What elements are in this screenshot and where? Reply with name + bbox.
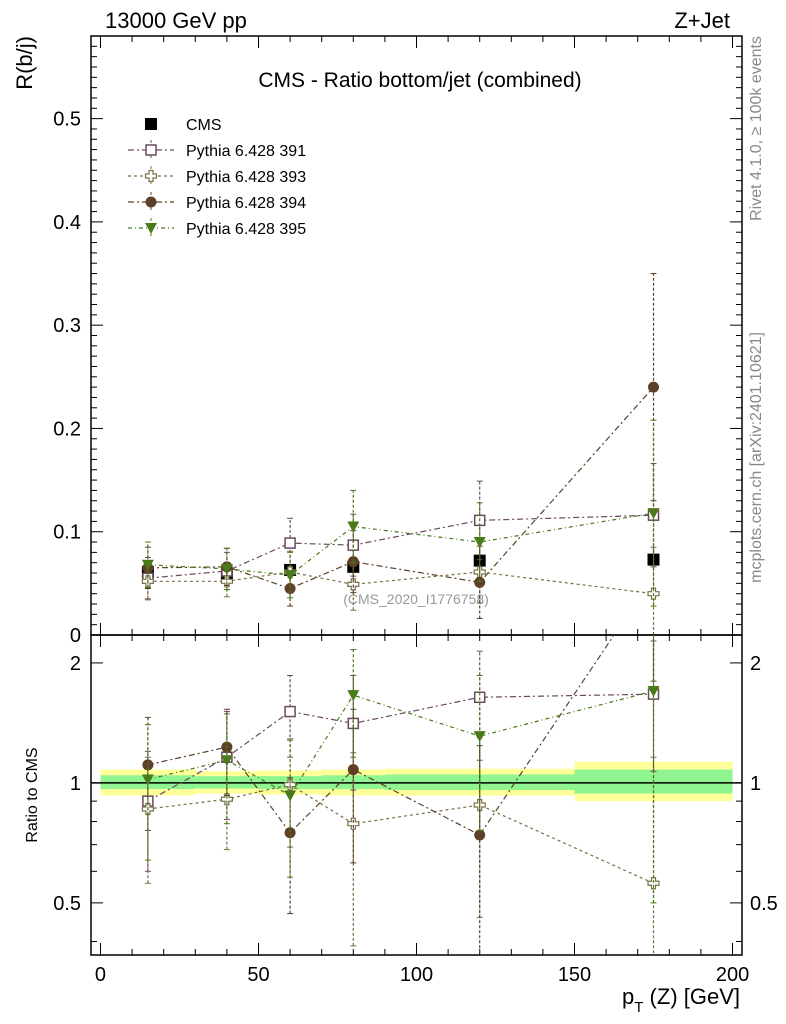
series-line bbox=[147, 783, 654, 884]
legend-label: Pythia 6.428 394 bbox=[186, 195, 306, 212]
ratio-y-tick-label: 2 bbox=[70, 653, 81, 675]
main-y-axis-label: R(b/j) bbox=[12, 36, 37, 90]
legend-label: Pythia 6.428 393 bbox=[186, 169, 306, 186]
x-tick-label: 150 bbox=[558, 964, 591, 986]
legend-label: Pythia 6.428 395 bbox=[186, 221, 306, 238]
series-line bbox=[147, 514, 654, 579]
data-point bbox=[347, 764, 359, 776]
data-point bbox=[284, 537, 296, 549]
ratio-y-axis-label: Ratio to CMS bbox=[24, 747, 41, 842]
ratio-y-tick-label: 1 bbox=[70, 773, 81, 795]
legend-label: CMS bbox=[186, 117, 222, 134]
data-point bbox=[220, 575, 233, 588]
data-point bbox=[474, 576, 486, 588]
main-y-tick-label: 0.3 bbox=[53, 315, 81, 337]
series-line bbox=[147, 690, 654, 797]
main-y-tick-label: 0.4 bbox=[53, 212, 81, 234]
data-point bbox=[473, 731, 486, 743]
data-point bbox=[141, 559, 154, 571]
legend-marker bbox=[145, 196, 157, 208]
series-line bbox=[147, 386, 654, 590]
data-point bbox=[220, 563, 233, 575]
data-point bbox=[473, 691, 486, 704]
energy-label: 13000 GeV pp bbox=[105, 8, 247, 33]
data-point bbox=[474, 829, 486, 841]
side-label-rivet: Rivet 4.1.0, ≥ 100k events bbox=[748, 36, 765, 221]
ratio-y-tick-label-right: 0.5 bbox=[750, 893, 778, 915]
series-line bbox=[147, 571, 654, 595]
ratio-frame bbox=[90, 634, 743, 956]
ratio-y-tick-label-right: 1 bbox=[750, 773, 761, 795]
x-tick-label: 0 bbox=[95, 964, 106, 986]
data-point bbox=[347, 521, 360, 533]
legend-marker bbox=[145, 118, 157, 130]
legend-label: Pythia 6.428 391 bbox=[186, 143, 306, 160]
ratio-panel: 0.5 0.5 1 1 2 2 0 50 100 150 200 bbox=[53, 634, 778, 986]
process-label: Z+Jet bbox=[674, 8, 730, 33]
data-point bbox=[220, 793, 233, 806]
data-point bbox=[648, 381, 660, 393]
data-point bbox=[347, 690, 360, 702]
legend-marker bbox=[144, 169, 158, 183]
series-group bbox=[141, 635, 660, 955]
legend-marker bbox=[145, 144, 157, 156]
side-label-mcplots: mcplots.cern.ch [arXiv:2401.10621] bbox=[748, 332, 765, 583]
data-point bbox=[284, 583, 296, 595]
data-point bbox=[473, 537, 486, 549]
series-line bbox=[147, 693, 654, 802]
ratio-y-tick-label: 0.5 bbox=[53, 893, 81, 915]
main-y-tick-label: 0.5 bbox=[53, 109, 81, 131]
x-tick-label: 50 bbox=[247, 964, 269, 986]
data-point bbox=[284, 790, 297, 802]
legend: CMS Pythia 6.428 391 Pythia 6.428 393 Pythi… bbox=[128, 117, 306, 238]
data-point bbox=[647, 686, 660, 698]
data-point bbox=[347, 578, 360, 591]
ratio-bands bbox=[100, 761, 733, 802]
data-point bbox=[141, 774, 154, 786]
data-point bbox=[220, 755, 233, 767]
series-line bbox=[147, 635, 615, 836]
data-point bbox=[284, 705, 296, 718]
x-tick-label: 100 bbox=[400, 964, 433, 986]
main-y-tick-label: 0.1 bbox=[53, 522, 81, 544]
data-point bbox=[284, 570, 297, 582]
main-y-tick-label: 0 bbox=[70, 625, 81, 647]
data-point bbox=[647, 508, 660, 520]
data-point bbox=[347, 817, 360, 830]
x-tick-label: 200 bbox=[716, 964, 749, 986]
x-axis-label: pT (Z) [GeV] bbox=[622, 984, 740, 1016]
data-point bbox=[647, 877, 660, 890]
ratio-y-tick-label-right: 2 bbox=[750, 653, 761, 675]
data-point bbox=[284, 827, 296, 839]
legend-marker bbox=[145, 223, 157, 234]
plot-title: CMS - Ratio bottom/jet (combined) bbox=[258, 69, 581, 92]
data-point bbox=[347, 717, 360, 730]
watermark: (CMS_2020_I1776758) bbox=[343, 591, 489, 607]
main-y-tick-label: 0.2 bbox=[53, 418, 81, 440]
main-panel: 0 0.1 0.2 0.3 0.4 0.5 bbox=[53, 35, 743, 955]
series-group bbox=[141, 273, 660, 635]
